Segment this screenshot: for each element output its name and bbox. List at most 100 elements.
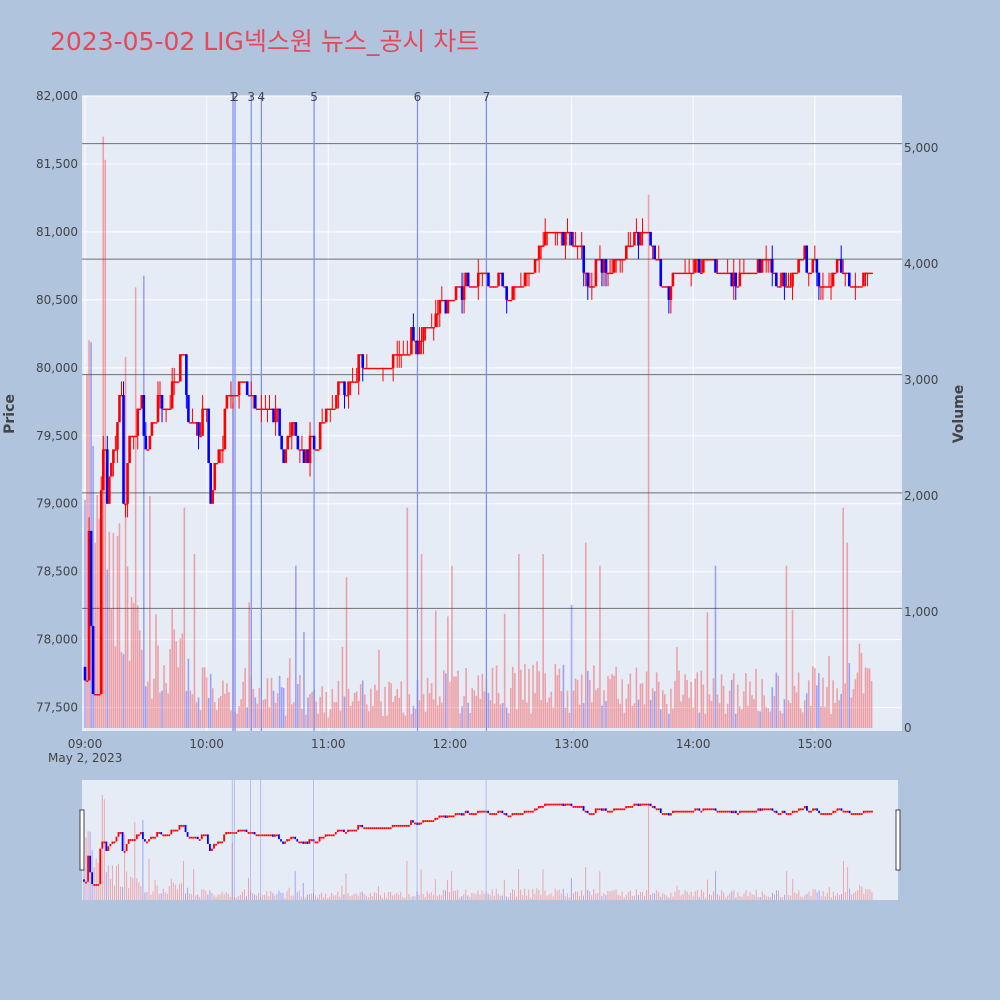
mini-candle: [546, 803, 548, 806]
mini-candle: [97, 884, 100, 886]
mini-volume-bar: [668, 897, 670, 900]
candle-body: [156, 395, 160, 423]
candle-body: [353, 381, 356, 383]
volume-bar: [822, 677, 824, 728]
mini-candle: [245, 829, 248, 833]
range-slider-right-handle[interactable]: [895, 809, 901, 871]
mini-volume-bar: [542, 869, 544, 900]
mini-volume-bar: [674, 891, 676, 900]
volume-bar: [240, 699, 242, 728]
candle-body: [395, 354, 399, 356]
volume-bar: [649, 700, 652, 728]
mini-candle: [696, 808, 699, 811]
candle-body: [811, 259, 815, 273]
mini-candle: [470, 813, 473, 815]
mini-candle: [239, 829, 242, 832]
volume-bar: [363, 694, 366, 728]
volume-bar: [666, 704, 668, 728]
mini-candle: [468, 813, 471, 815]
mini-candle: [332, 834, 335, 837]
candle-body: [809, 272, 813, 275]
volume-bar: [870, 680, 873, 728]
mini-volume-bar: [434, 879, 436, 900]
candle-body: [704, 259, 707, 261]
mini-volume-bar: [292, 895, 294, 900]
mini-candle: [219, 841, 221, 844]
volume-bar: [453, 676, 455, 728]
mini-candle: [761, 808, 764, 811]
mini-volume-bar: [654, 893, 656, 900]
candle-body: [578, 245, 581, 247]
mini-volume-bar: [544, 890, 546, 900]
mini-volume-bar: [609, 891, 611, 900]
mini-volume-bar: [599, 871, 601, 900]
mini-candle: [265, 834, 268, 837]
range-slider-background[interactable]: [82, 780, 898, 900]
candle-body: [223, 408, 227, 450]
volume-bar: [858, 643, 861, 728]
candle-body: [367, 367, 371, 370]
mini-candle: [355, 829, 358, 832]
mini-volume-bar: [410, 897, 412, 900]
volume-bar: [278, 675, 281, 728]
mini-volume-bar: [197, 894, 199, 900]
candle-body: [460, 286, 464, 300]
mini-candle: [137, 834, 140, 837]
volume-bar: [759, 711, 761, 728]
candle-body: [302, 449, 306, 463]
candle-body: [110, 462, 113, 477]
mini-candle: [584, 810, 587, 813]
mini-volume-bar: [107, 865, 109, 900]
candle-body: [529, 272, 533, 275]
volume-bar: [197, 697, 200, 728]
mini-candle: [688, 810, 691, 813]
mini-volume-bar: [420, 869, 422, 900]
mini-volume-bar: [585, 867, 587, 900]
candle-body: [187, 395, 190, 423]
candle-body: [663, 286, 667, 288]
mini-volume-bar: [568, 897, 570, 900]
candle-body: [750, 272, 754, 275]
mini-volume-bar: [658, 891, 660, 900]
volume-bar: [783, 699, 786, 728]
mini-volume-bar: [201, 889, 203, 900]
mini-candle: [844, 810, 847, 813]
volume-bar: [252, 688, 255, 728]
mini-volume-bar: [408, 894, 410, 900]
candle-body: [622, 259, 626, 261]
volume-bar: [323, 712, 326, 728]
mini-volume-bar: [304, 897, 306, 900]
volume-bar: [183, 507, 186, 728]
candle-body: [864, 272, 867, 275]
volume-bar: [732, 673, 735, 728]
mini-candle: [206, 834, 209, 844]
volume-bar: [653, 691, 656, 728]
mini-volume-bar: [619, 895, 621, 900]
volume-bar: [465, 667, 467, 728]
candle-body: [631, 245, 634, 247]
mini-candle: [753, 810, 756, 813]
candle-body: [602, 259, 606, 273]
mini-volume-bar: [806, 893, 808, 900]
mini-candle: [602, 808, 605, 811]
candle-body: [860, 286, 863, 288]
volume-bar: [749, 681, 751, 728]
volume-bar: [390, 683, 392, 728]
mini-candle: [663, 813, 666, 815]
candle-body: [365, 367, 369, 370]
candle-body: [387, 367, 391, 370]
mini-candle: [304, 841, 307, 844]
candle-body: [256, 408, 259, 411]
range-slider-left-handle[interactable]: [79, 809, 85, 871]
mini-volume-bar: [672, 896, 674, 900]
volume-bar: [803, 700, 806, 728]
volume-bar: [846, 542, 849, 728]
mini-candle: [720, 810, 723, 813]
mini-candle: [432, 820, 435, 823]
mini-candle: [826, 813, 829, 815]
candle-body: [479, 272, 482, 275]
mini-candle: [477, 810, 479, 814]
candle-body: [598, 259, 602, 261]
mini-volume-bar: [367, 897, 369, 900]
mini-candle: [328, 834, 331, 837]
